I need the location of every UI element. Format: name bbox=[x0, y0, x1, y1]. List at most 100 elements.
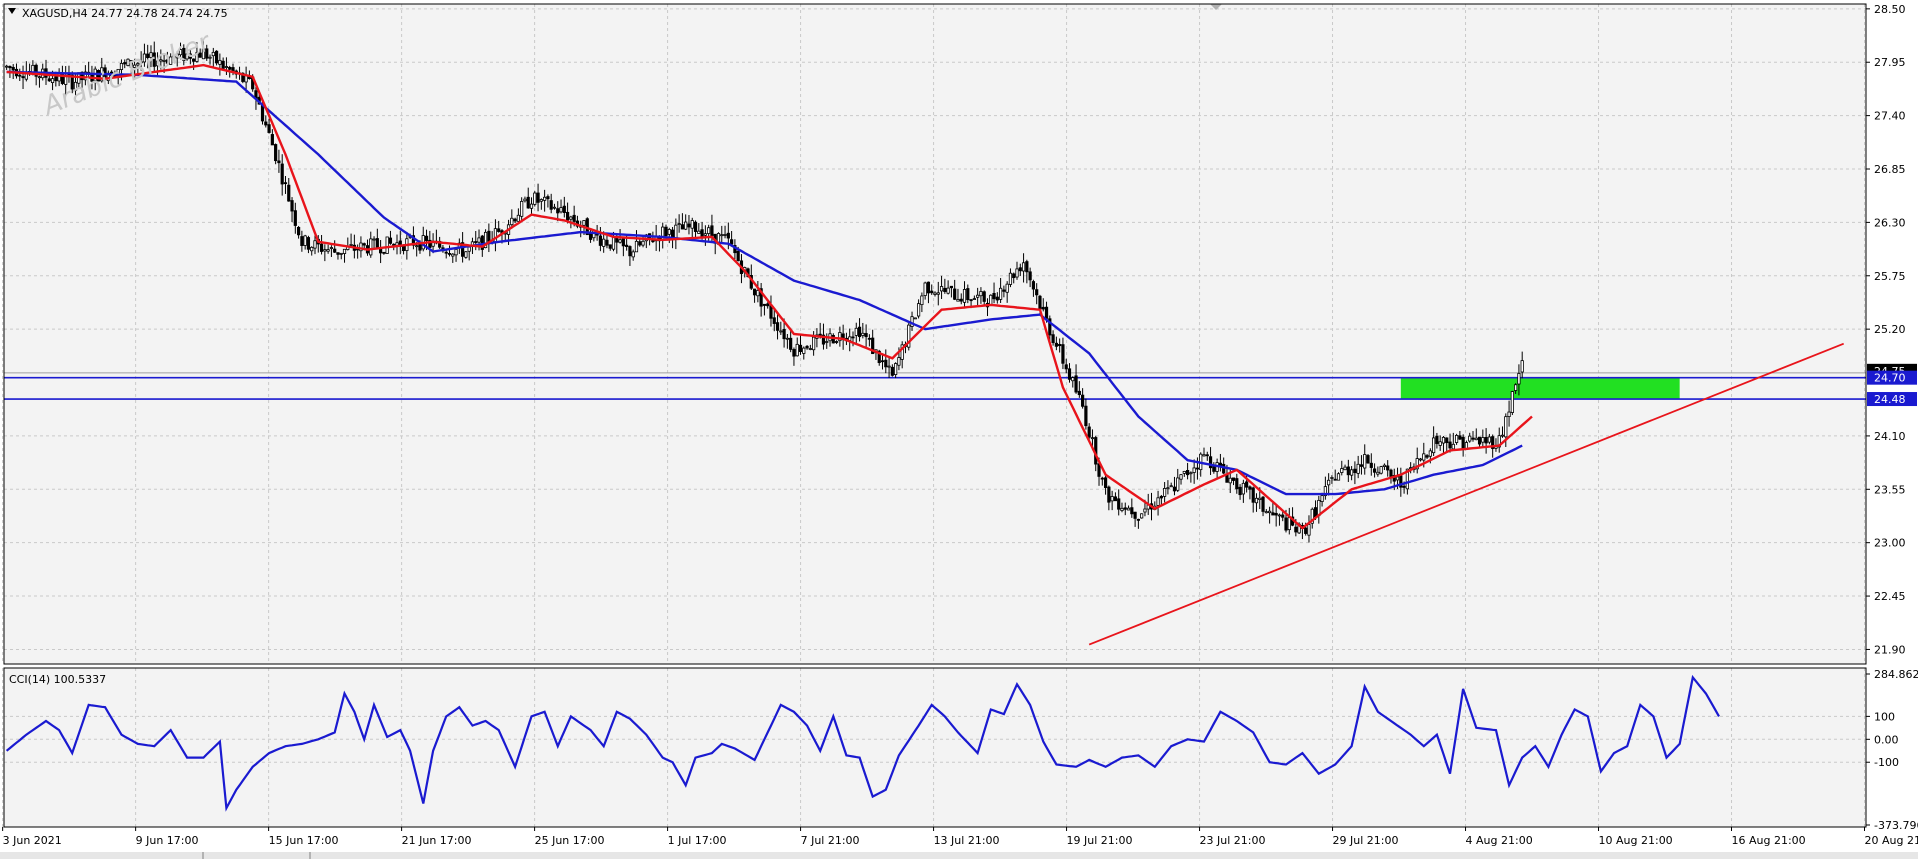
candle-body bbox=[1074, 375, 1078, 393]
candle-body bbox=[854, 327, 858, 336]
candle-body bbox=[444, 251, 448, 254]
candle-body bbox=[198, 52, 202, 58]
candle-body bbox=[1320, 495, 1324, 502]
candle-body bbox=[838, 332, 842, 342]
time-tick-label: 4 Aug 21:00 bbox=[1466, 834, 1533, 847]
candle-body bbox=[1422, 453, 1426, 461]
candle-body bbox=[707, 227, 711, 234]
candle-body bbox=[1235, 478, 1239, 490]
candle-body bbox=[392, 243, 396, 246]
candle-body bbox=[1189, 472, 1193, 475]
cci-line bbox=[5, 674, 1720, 812]
candle-body bbox=[1208, 456, 1213, 469]
candle-body bbox=[155, 60, 160, 67]
candle-body bbox=[1176, 477, 1180, 491]
candle-body bbox=[1432, 437, 1436, 454]
candle-body bbox=[798, 344, 803, 352]
candle-body bbox=[920, 295, 924, 306]
candle-body bbox=[192, 58, 196, 62]
candle-body bbox=[277, 160, 281, 164]
time-tick-label: 9 Jun 17:00 bbox=[136, 834, 199, 847]
candle-body bbox=[792, 349, 796, 357]
candle-body bbox=[992, 292, 996, 300]
support-zone bbox=[1400, 377, 1680, 400]
candle-body bbox=[1251, 487, 1255, 503]
candle-body bbox=[139, 61, 143, 64]
candle-body bbox=[625, 244, 629, 247]
candle-body bbox=[388, 237, 393, 244]
cci-pane[interactable]: CCI(14) 100.5337 bbox=[2, 667, 1918, 828]
candle-body bbox=[857, 326, 862, 338]
candle-body bbox=[1386, 465, 1390, 471]
candle-body bbox=[1185, 469, 1190, 476]
price-pane[interactable]: Arabic Broker XAGUSD,H4 24.77 24.78 24.7… bbox=[2, 3, 1918, 665]
candle-body bbox=[1156, 497, 1160, 506]
bottom-tabs[interactable] bbox=[0, 852, 1918, 859]
candle-body bbox=[165, 59, 169, 64]
candle-body bbox=[1254, 497, 1259, 504]
candle-body bbox=[175, 53, 179, 59]
candle-body bbox=[861, 332, 865, 336]
candle-body bbox=[37, 76, 42, 79]
chart-shift-icon[interactable] bbox=[1210, 4, 1222, 10]
candle-body bbox=[1514, 384, 1518, 391]
candle-body bbox=[205, 48, 209, 59]
candle-body bbox=[1120, 507, 1124, 511]
candle-body bbox=[1277, 514, 1282, 517]
candle-body bbox=[933, 292, 937, 295]
candle-body bbox=[1487, 436, 1491, 443]
candle-body bbox=[631, 251, 635, 258]
candle-body bbox=[73, 81, 78, 91]
price-tick-label: 21.90 bbox=[1874, 643, 1906, 656]
candle-body bbox=[474, 241, 478, 243]
candle-body bbox=[306, 237, 311, 250]
candle-body bbox=[290, 200, 294, 212]
candle-body bbox=[1353, 468, 1357, 473]
candle-body bbox=[1166, 487, 1170, 490]
candle-body bbox=[385, 236, 389, 254]
candle-body bbox=[1284, 517, 1288, 531]
candle-body bbox=[979, 291, 983, 297]
candle-body bbox=[762, 303, 767, 306]
candle-body bbox=[375, 238, 379, 248]
time-tick-label: 1 Jul 17:00 bbox=[668, 834, 727, 847]
candle-body bbox=[851, 336, 855, 339]
time-tick-label: 10 Aug 21:00 bbox=[1599, 834, 1673, 847]
candle-body bbox=[169, 56, 173, 65]
ascending-trendline[interactable] bbox=[1088, 342, 1845, 646]
candle-body bbox=[890, 366, 894, 376]
candle-body bbox=[1222, 463, 1226, 474]
candle-body bbox=[953, 288, 957, 300]
candle-body bbox=[1504, 416, 1508, 438]
candle-body bbox=[1044, 306, 1049, 319]
candle-body bbox=[1182, 470, 1186, 474]
candle-body bbox=[520, 201, 524, 217]
candle-body bbox=[756, 290, 760, 297]
candle-body bbox=[808, 348, 812, 350]
candle-body bbox=[424, 235, 429, 241]
candle-body bbox=[11, 66, 15, 71]
candle-body bbox=[188, 53, 192, 59]
candle-body bbox=[274, 144, 278, 162]
price-tick-label: 24.10 bbox=[1874, 430, 1906, 443]
candle-body bbox=[1048, 318, 1052, 336]
candle-body bbox=[313, 240, 317, 249]
candle-body bbox=[1028, 271, 1032, 281]
candle-body bbox=[142, 53, 147, 63]
candle-body bbox=[772, 317, 776, 324]
dropdown-arrow-icon[interactable] bbox=[8, 8, 16, 14]
candle-body bbox=[1484, 437, 1488, 444]
time-tick-label: 21 Jun 17:00 bbox=[402, 834, 472, 847]
candle-body bbox=[1195, 467, 1200, 470]
candle-body bbox=[526, 196, 530, 209]
candle-body bbox=[1418, 458, 1423, 461]
candle-body bbox=[864, 333, 868, 338]
cci-tick-label: 100 bbox=[1874, 710, 1895, 723]
candle-body bbox=[5, 65, 9, 68]
candle-body bbox=[536, 192, 540, 203]
time-tick-label: 29 Jul 21:00 bbox=[1333, 834, 1399, 847]
candle-body bbox=[1258, 497, 1262, 501]
price-tick-label: 25.75 bbox=[1874, 270, 1906, 283]
candle-body bbox=[628, 246, 632, 257]
